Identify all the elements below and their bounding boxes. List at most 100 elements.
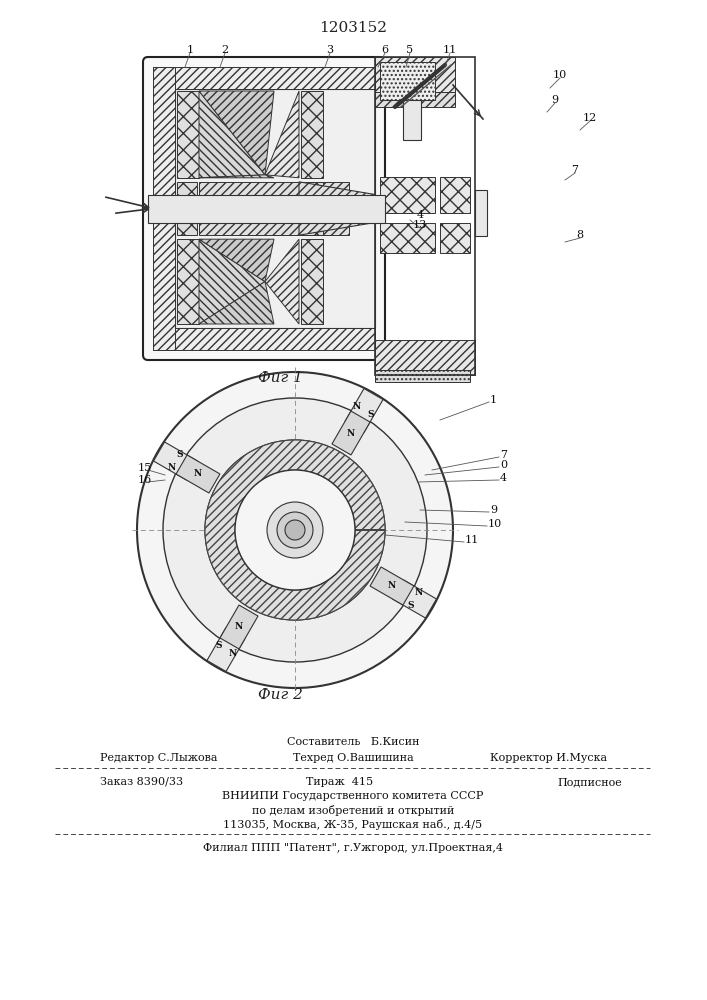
Bar: [440, 223, 470, 252]
Bar: [332, 411, 370, 455]
Text: S: S: [176, 450, 182, 459]
Polygon shape: [199, 239, 274, 282]
Bar: [153, 67, 175, 350]
Text: 11: 11: [465, 535, 479, 545]
Text: 1: 1: [490, 395, 497, 405]
Circle shape: [163, 398, 427, 662]
Bar: [177, 219, 197, 235]
Text: Фиг 1: Фиг 1: [257, 371, 303, 385]
Bar: [301, 239, 323, 324]
Text: Заказ 8390/33: Заказ 8390/33: [100, 777, 183, 787]
Text: N: N: [414, 588, 423, 597]
Text: N: N: [347, 429, 355, 438]
Polygon shape: [199, 91, 265, 178]
Polygon shape: [199, 175, 274, 178]
Text: 8: 8: [576, 230, 583, 240]
Text: S: S: [368, 410, 374, 419]
Bar: [199, 182, 349, 235]
Text: Тираж  415: Тираж 415: [306, 777, 373, 787]
Bar: [403, 100, 421, 140]
Text: по делам изобретений и открытий: по делам изобретений и открытий: [252, 804, 454, 816]
Text: 12: 12: [583, 113, 597, 123]
Text: N: N: [353, 402, 361, 411]
Polygon shape: [199, 282, 274, 324]
Bar: [176, 455, 220, 493]
Bar: [303, 219, 323, 235]
Bar: [177, 239, 199, 324]
Text: 4: 4: [500, 473, 507, 483]
Text: 7: 7: [500, 450, 507, 460]
Bar: [392, 580, 436, 618]
Text: 16: 16: [138, 475, 152, 485]
Circle shape: [277, 512, 313, 548]
Polygon shape: [199, 91, 274, 175]
Text: 13: 13: [413, 220, 427, 230]
Bar: [177, 182, 197, 198]
Text: ВНИИПИ Государственного комитета СССР: ВНИИПИ Государственного комитета СССР: [222, 791, 484, 801]
Bar: [153, 328, 375, 350]
FancyBboxPatch shape: [143, 57, 385, 360]
Text: 5: 5: [407, 45, 414, 55]
Bar: [375, 57, 455, 92]
Bar: [440, 176, 470, 213]
Polygon shape: [299, 182, 375, 235]
Text: 113035, Москва, Ж-35, Раушская наб., д.4/5: 113035, Москва, Ж-35, Раушская наб., д.4…: [223, 818, 483, 830]
Text: 2: 2: [221, 45, 228, 55]
Text: S: S: [407, 601, 414, 610]
Text: Фиг 2: Фиг 2: [257, 688, 303, 702]
Bar: [475, 190, 487, 235]
Bar: [153, 67, 375, 89]
Bar: [370, 567, 414, 605]
Text: 10: 10: [553, 70, 567, 80]
Text: 10: 10: [488, 519, 502, 529]
Circle shape: [235, 470, 355, 590]
Circle shape: [205, 440, 385, 620]
Text: Подписное: Подписное: [558, 777, 622, 787]
Bar: [220, 605, 258, 649]
Polygon shape: [265, 239, 299, 324]
Bar: [148, 194, 385, 223]
Bar: [375, 92, 455, 107]
Bar: [345, 389, 383, 432]
Circle shape: [267, 502, 323, 558]
Bar: [375, 340, 475, 375]
Text: 15: 15: [138, 463, 152, 473]
Bar: [375, 370, 470, 382]
Bar: [153, 442, 197, 480]
Text: N: N: [388, 582, 396, 590]
Bar: [175, 89, 375, 328]
Text: 3: 3: [327, 45, 334, 55]
Bar: [380, 62, 435, 100]
Text: 1: 1: [187, 45, 194, 55]
Bar: [301, 91, 323, 178]
Bar: [303, 182, 323, 198]
Bar: [207, 628, 245, 671]
Text: N: N: [229, 649, 237, 658]
Text: 9: 9: [490, 505, 497, 515]
Text: N: N: [194, 470, 202, 479]
Text: Редактор С.Лыжова: Редактор С.Лыжова: [100, 753, 218, 763]
Text: 9: 9: [551, 95, 559, 105]
Text: Техред О.Вашишина: Техред О.Вашишина: [293, 753, 414, 763]
Polygon shape: [199, 239, 265, 324]
Bar: [380, 176, 435, 213]
Text: N: N: [168, 463, 175, 472]
Text: S: S: [216, 641, 222, 650]
Text: Составитель   Б.Кисин: Составитель Б.Кисин: [287, 737, 419, 747]
Polygon shape: [265, 91, 299, 178]
Text: 4: 4: [416, 210, 423, 220]
Text: 6: 6: [382, 45, 389, 55]
Text: Корректор И.Муска: Корректор И.Муска: [490, 753, 607, 763]
Text: 0: 0: [500, 460, 507, 470]
Text: 1203152: 1203152: [319, 21, 387, 35]
Circle shape: [137, 372, 453, 688]
Text: Филиал ППП "Патент", г.Ужгород, ул.Проектная,4: Филиал ППП "Патент", г.Ужгород, ул.Проек…: [203, 843, 503, 853]
Bar: [375, 57, 475, 375]
Bar: [177, 91, 199, 178]
Polygon shape: [205, 440, 385, 620]
Text: 11: 11: [443, 45, 457, 55]
Bar: [380, 223, 435, 252]
Circle shape: [285, 520, 305, 540]
Text: 7: 7: [571, 165, 578, 175]
Text: N: N: [235, 622, 243, 631]
